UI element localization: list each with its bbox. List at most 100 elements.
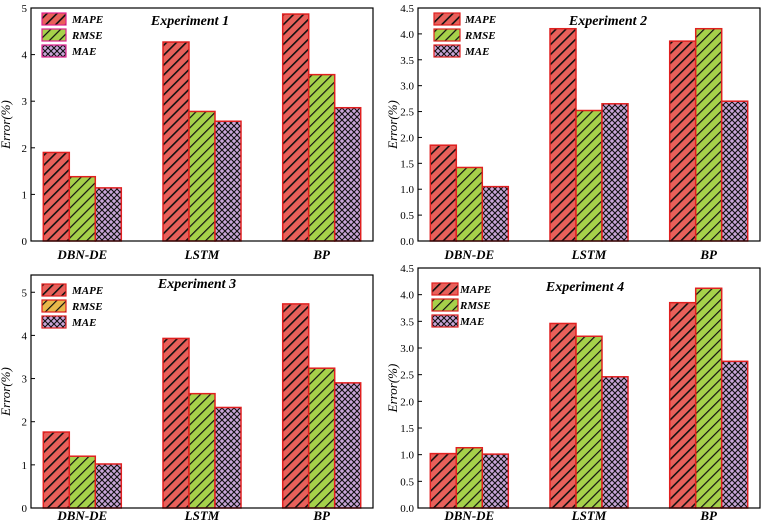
bar-rmse-lstm — [575, 335, 603, 509]
chart-title: Experiment 1 — [150, 14, 229, 29]
legend-label-rmse: RMSE — [459, 300, 491, 312]
bar-mae-lstm — [214, 120, 242, 242]
y-tick-label: 4.5 — [400, 263, 414, 275]
bar-rmse-bp — [307, 73, 336, 242]
y-tick-label: 1.5 — [400, 423, 414, 435]
bar-mae-dbn-de — [94, 187, 123, 242]
category-label: LSTM — [571, 247, 607, 262]
legend-label-mae: MAE — [464, 46, 489, 58]
y-tick-label: 3 — [22, 374, 28, 386]
chart-panel-3: DBN-DE LSTM BP 0 1 2 3 4 5 Error(%) Experiment 3 MA… — [0, 274, 374, 523]
bar-rmse-bp — [694, 287, 723, 509]
legend-label-mape: MAPE — [459, 284, 491, 296]
bar-mae-dbn-de — [94, 463, 123, 509]
bar-mae-lstm — [601, 103, 629, 242]
category-label: BP — [699, 508, 718, 523]
category-label: BP — [699, 247, 718, 262]
y-axis-label: Error(%) — [385, 100, 400, 150]
y-tick-label: 1 — [22, 189, 28, 201]
y-tick-label: 2 — [22, 143, 28, 155]
legend-label-rmse: RMSE — [464, 30, 496, 42]
legend-swatch-mae — [431, 314, 459, 328]
bar-mae-bp — [333, 382, 362, 509]
y-tick-label: 4.0 — [400, 29, 414, 41]
chart-title: Experiment 3 — [157, 277, 236, 292]
y-tick-label: 0.5 — [400, 476, 414, 488]
legend-swatch-mape — [41, 283, 67, 297]
y-tick-label: 2.0 — [400, 396, 414, 408]
bar-mae-dbn-de — [481, 453, 510, 509]
y-axis-label: Error(%) — [0, 100, 13, 150]
legend-label-mape: MAPE — [71, 285, 103, 297]
bar-mape-lstm — [549, 27, 577, 242]
legend-label-mae: MAE — [459, 316, 484, 328]
axes-frame — [30, 274, 374, 509]
bar-rmse-dbn-de — [455, 166, 484, 242]
legend-label-mae: MAE — [71, 317, 96, 329]
y-axis-label: Error(%) — [0, 367, 13, 417]
bar-mape-bp — [668, 40, 697, 242]
y-tick-label: 2 — [22, 417, 28, 429]
legend-label-mape: MAPE — [464, 14, 496, 26]
bar-rmse-dbn-de — [68, 455, 97, 509]
category-label: BP — [312, 247, 331, 262]
bar-rmse-lstm — [575, 109, 603, 242]
bar-rmse-bp — [694, 27, 723, 242]
category-label: LSTM — [571, 508, 607, 523]
y-tick-label: 1.0 — [400, 184, 414, 196]
y-tick-label: 5 — [22, 287, 28, 299]
y-tick-label: 0.5 — [400, 210, 414, 222]
bar-mae-bp — [333, 106, 362, 242]
bar-rmse-dbn-de — [455, 446, 484, 509]
y-tick-label: 1.5 — [400, 158, 414, 170]
bar-mape-bp — [281, 303, 310, 509]
legend: MAPE RMSE MAE — [431, 282, 491, 328]
chart-title: Experiment 4 — [545, 280, 624, 295]
chart-title: Experiment 2 — [568, 14, 647, 29]
y-tick-label: 2.0 — [400, 132, 414, 144]
bar-mape-bp — [668, 301, 697, 509]
legend-swatch-mape — [433, 12, 461, 26]
y-axis-label: Error(%) — [385, 364, 400, 414]
y-tick-label: 3.0 — [400, 343, 414, 355]
category-label: DBN-DE — [56, 508, 107, 523]
y-tick-label: 3 — [22, 96, 28, 108]
bar-mae-lstm — [601, 376, 629, 509]
axes-frame — [417, 7, 761, 242]
category-label: DBN-DE — [443, 247, 494, 262]
y-tick-label: 2.5 — [400, 107, 414, 119]
y-tick-label: 0 — [22, 236, 28, 248]
y-tick-label: 0.0 — [400, 503, 414, 515]
y-tick-label: 3.5 — [400, 55, 414, 67]
category-label: LSTM — [184, 247, 220, 262]
legend-swatch-mae — [433, 44, 461, 58]
bar-rmse-lstm — [188, 392, 216, 509]
y-tick-label: 0.0 — [400, 236, 414, 248]
legend-swatch-rmse — [41, 299, 67, 313]
y-tick-label: 4 — [22, 50, 28, 62]
axes-frame — [417, 267, 761, 509]
legend-swatch-mae — [41, 44, 67, 58]
legend-swatch-mape — [431, 282, 459, 296]
bar-mape-dbn-de — [429, 144, 458, 242]
bar-mae-bp — [720, 100, 749, 242]
bar-mape-lstm — [549, 322, 577, 509]
bar-mae-dbn-de — [481, 185, 510, 242]
bar-mape-lstm — [162, 41, 190, 242]
y-tick-label: 0 — [22, 503, 28, 515]
legend-label-mape: MAPE — [71, 14, 103, 26]
chart-panel-2: DBN-DE LSTM BP 0.0 0.5 1.0 1.5 2.0 2.5 3.0 3.5 4.0 4… — [385, 3, 761, 262]
y-tick-label: 3.0 — [400, 81, 414, 93]
legend-swatch-rmse — [41, 28, 67, 42]
y-tick-label: 4.5 — [400, 3, 414, 15]
y-tick-label: 2.5 — [400, 370, 414, 382]
bar-rmse-bp — [307, 367, 336, 509]
bar-rmse-lstm — [188, 110, 216, 242]
legend: MAPE RMSE MAE — [433, 12, 496, 58]
category-label: DBN-DE — [56, 247, 107, 262]
legend-label-mae: MAE — [71, 46, 96, 58]
legend-label-rmse: RMSE — [71, 30, 103, 42]
bar-mape-dbn-de — [42, 431, 71, 509]
legend-swatch-rmse — [433, 28, 461, 42]
